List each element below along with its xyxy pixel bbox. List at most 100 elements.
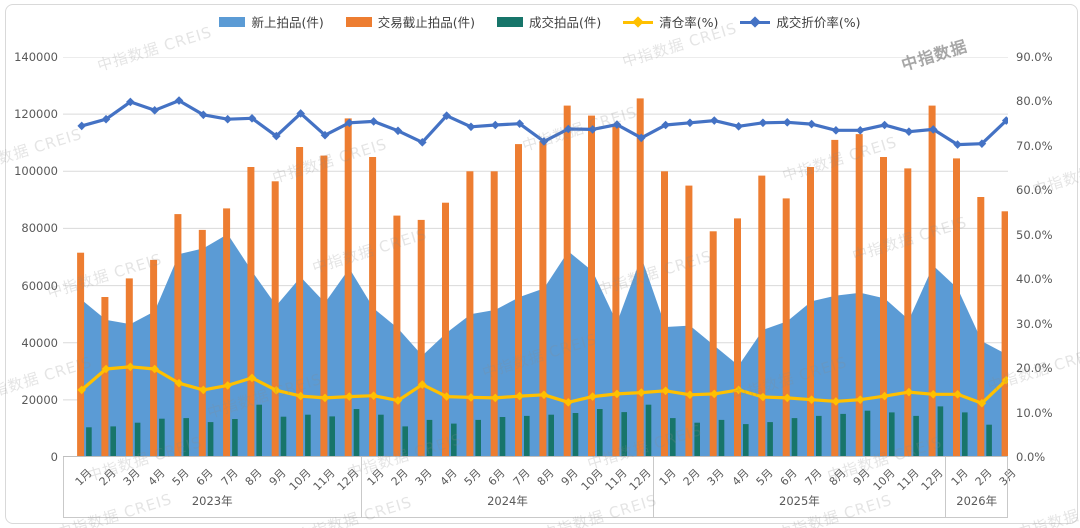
left-axis-tick-label: 80000 bbox=[21, 221, 58, 236]
marker-clearance-rate bbox=[758, 392, 768, 402]
bar-deadline bbox=[855, 134, 863, 457]
bar-deadline bbox=[77, 252, 85, 457]
bar-sold bbox=[986, 424, 992, 457]
bar-deadline bbox=[612, 125, 620, 457]
year-group-label: 2025年 bbox=[779, 494, 820, 508]
bar-deadline bbox=[515, 144, 522, 457]
bar-deadline bbox=[1001, 211, 1009, 457]
bar-sold bbox=[329, 416, 335, 457]
marker-discount-rate bbox=[734, 122, 743, 131]
legend-label: 交易截止拍品(件) bbox=[377, 15, 475, 30]
marker-discount-rate bbox=[369, 117, 378, 126]
year-separator bbox=[653, 457, 655, 517]
bar-sold bbox=[597, 409, 603, 457]
bar-sold bbox=[548, 414, 554, 457]
marker-discount-rate bbox=[296, 109, 305, 118]
marker-discount-rate bbox=[247, 114, 257, 123]
bar-deadline bbox=[953, 158, 960, 457]
bar-sold bbox=[475, 419, 481, 457]
marker-clearance-rate bbox=[953, 390, 962, 399]
bar-deadline bbox=[539, 141, 547, 458]
year-separator bbox=[1007, 457, 1008, 517]
bar-sold bbox=[378, 414, 384, 457]
bar-deadline bbox=[758, 175, 766, 457]
bar-deadline bbox=[636, 98, 644, 458]
left-axis-tick-label: 20000 bbox=[21, 392, 58, 407]
right-axis-tick-label: 70.0% bbox=[1016, 138, 1053, 153]
marker-discount-rate bbox=[539, 137, 549, 146]
marker-clearance-rate bbox=[466, 393, 476, 402]
marker-clearance-rate bbox=[1001, 375, 1011, 385]
bar-sold bbox=[572, 413, 579, 457]
bar-deadline bbox=[296, 147, 304, 457]
bar-deadline bbox=[807, 167, 814, 457]
year-separator bbox=[63, 457, 64, 517]
marker-clearance-rate bbox=[418, 380, 427, 389]
year-separator bbox=[361, 457, 363, 517]
bar-deadline bbox=[369, 157, 377, 457]
bar-deadline bbox=[417, 219, 425, 457]
marker-clearance-rate bbox=[369, 391, 378, 400]
bar-deadline bbox=[563, 105, 571, 457]
bar-sold bbox=[718, 419, 725, 457]
legend-label: 新上拍品(件) bbox=[251, 15, 324, 30]
marker-clearance-rate bbox=[320, 393, 330, 403]
marker-clearance-rate bbox=[539, 390, 549, 400]
marker-discount-rate bbox=[928, 125, 938, 134]
marker-discount-rate bbox=[515, 119, 524, 128]
marker-clearance-rate bbox=[928, 390, 938, 399]
bar-deadline bbox=[223, 208, 231, 457]
right-axis-tick-label: 30.0% bbox=[1016, 316, 1053, 331]
marker-clearance-rate bbox=[150, 364, 159, 374]
right-axis-tick-label: 60.0% bbox=[1016, 183, 1053, 198]
marker-discount-rate bbox=[758, 118, 768, 128]
marker-clearance-rate bbox=[345, 392, 354, 401]
marker-clearance-rate bbox=[199, 385, 208, 395]
marker-clearance-rate bbox=[223, 381, 232, 390]
marker-clearance-rate bbox=[296, 391, 305, 401]
marker-clearance-rate bbox=[101, 364, 111, 374]
bar-sold bbox=[159, 418, 165, 457]
bar-sold bbox=[305, 414, 311, 457]
bar-sold bbox=[280, 416, 287, 457]
line-swatch-icon bbox=[740, 15, 771, 28]
year-group-label: 2026年 bbox=[956, 494, 998, 508]
marker-clearance-rate bbox=[709, 389, 719, 399]
bar-deadline bbox=[198, 229, 206, 457]
bar-deadline bbox=[734, 218, 741, 457]
marker-discount-rate bbox=[320, 130, 330, 140]
legend-item-clearance-rate: 清仓率(%) bbox=[623, 12, 718, 31]
marker-clearance-rate bbox=[393, 396, 403, 405]
marker-clearance-rate bbox=[661, 386, 670, 396]
right-axis-tick-label: 10.0% bbox=[1016, 405, 1053, 420]
left-axis-tick-label: 0 bbox=[50, 450, 58, 464]
bar-sold bbox=[183, 418, 189, 457]
marker-clearance-rate bbox=[515, 391, 524, 401]
marker-clearance-rate bbox=[807, 395, 816, 404]
marker-clearance-rate bbox=[588, 392, 597, 401]
bar-sold bbox=[499, 417, 506, 457]
bar-swatch-icon bbox=[345, 16, 372, 27]
bar-deadline bbox=[880, 157, 887, 457]
marker-discount-rate bbox=[807, 119, 816, 129]
marker-clearance-rate bbox=[77, 385, 86, 395]
bar-deadline bbox=[466, 171, 474, 458]
bar-swatch-icon bbox=[496, 16, 523, 27]
legend-item-discount-rate: 成交折价率(%) bbox=[740, 12, 861, 31]
marker-discount-rate bbox=[612, 120, 622, 129]
bar-deadline bbox=[320, 155, 328, 457]
right-axis-tick-label: 80.0% bbox=[1016, 94, 1053, 109]
legend-label: 成交折价率(%) bbox=[776, 15, 861, 30]
bar-sold bbox=[840, 413, 846, 457]
bar-deadline bbox=[904, 168, 912, 457]
bar-deadline bbox=[782, 198, 790, 457]
bar-deadline bbox=[393, 215, 401, 457]
bar-deadline bbox=[977, 197, 985, 457]
marker-clearance-rate bbox=[247, 373, 257, 383]
marker-clearance-rate bbox=[636, 388, 646, 397]
marker-clearance-rate bbox=[855, 395, 865, 404]
marker-discount-rate bbox=[831, 126, 841, 135]
bar-sold bbox=[962, 412, 968, 457]
bar-deadline bbox=[685, 185, 693, 457]
